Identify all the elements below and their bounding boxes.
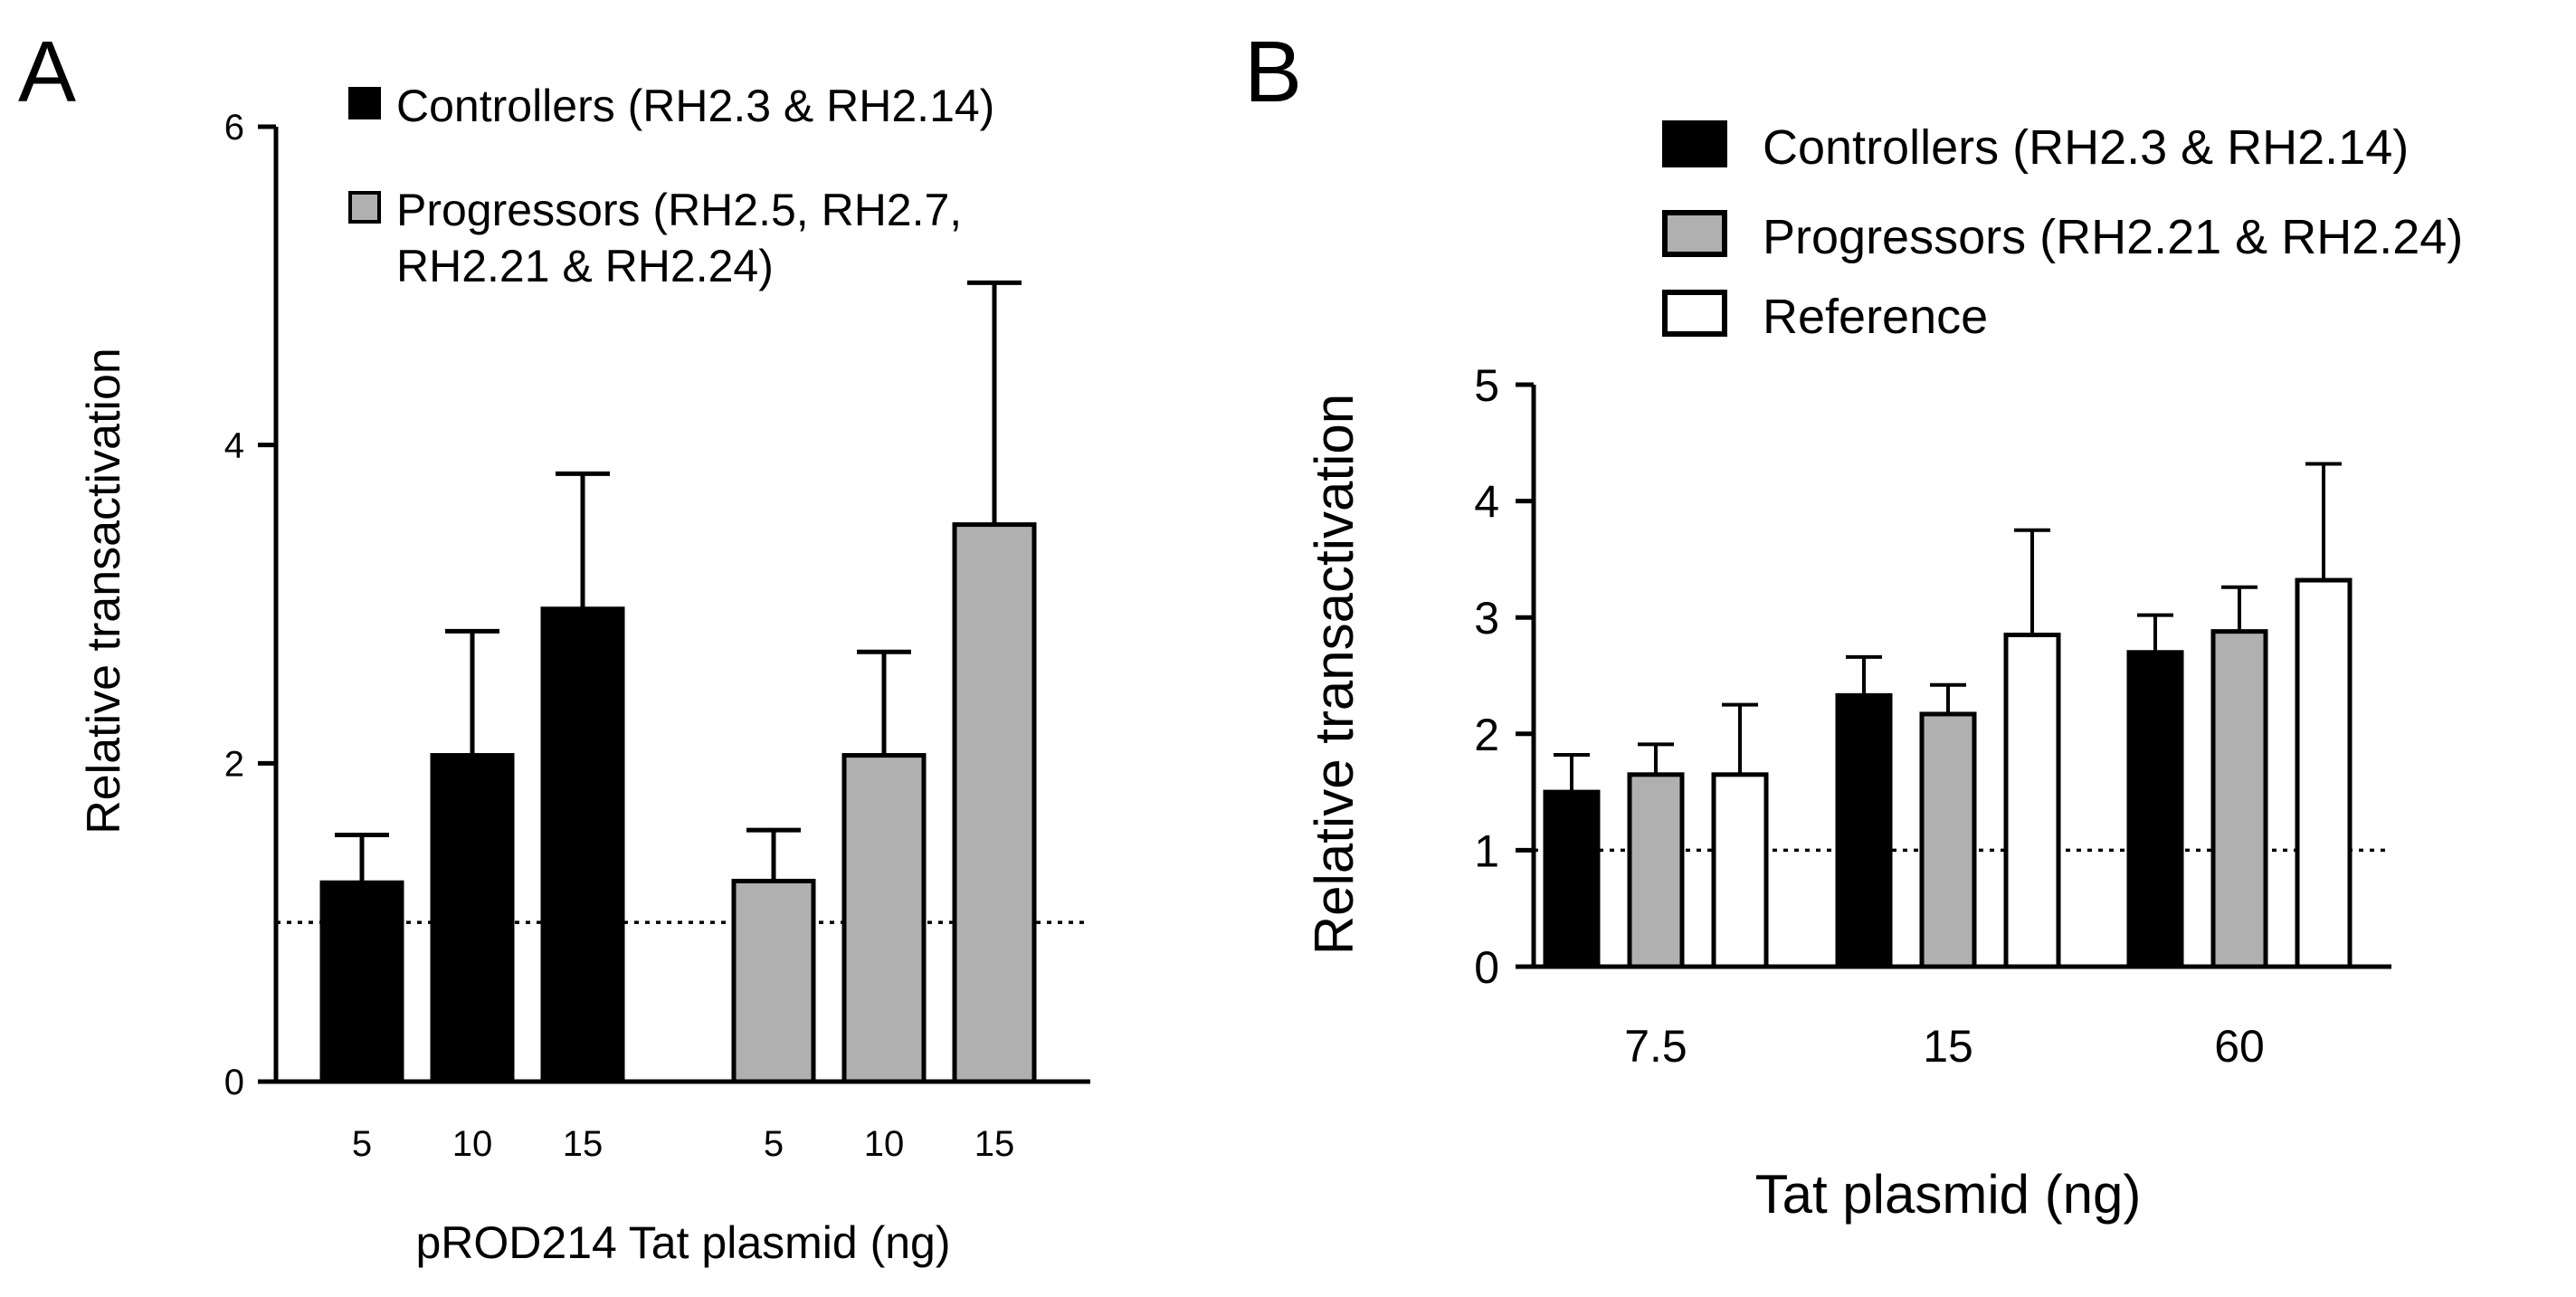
y-tick-label: 2 — [1474, 710, 1499, 760]
x-tick-label: 10 — [864, 1124, 905, 1164]
y-tick-label: 2 — [224, 744, 244, 784]
bar-controllers-10 — [430, 753, 515, 1084]
legend: Controllers (RH2.3 & RH2.14) Progressors … — [1662, 120, 2463, 344]
x-axis-label: pROD214 Tat plasmid (ng) — [415, 1217, 950, 1268]
legend-label: Reference — [1763, 290, 1988, 344]
bar-progressors-60 — [2210, 629, 2268, 969]
x-tick-label: 10 — [452, 1124, 493, 1164]
panel-a-chart: 5 10 15 5 10 15 0 2 4 6 Relative transactivation pR… — [78, 81, 1090, 1268]
y-axis-label: Relative transactivation — [78, 348, 130, 834]
bar-progressors-10 — [841, 753, 927, 1084]
legend-label: Controllers (RH2.3 & RH2.14) — [396, 81, 994, 131]
y-tick-label: 4 — [224, 426, 244, 466]
x-tick-label: 5 — [352, 1124, 372, 1164]
legend-swatch — [348, 191, 381, 224]
panel-label-b: B — [1244, 24, 1302, 120]
legend-label: Progressors (RH2.5, RH2.7, — [396, 185, 962, 235]
y-tick-label: 5 — [1474, 360, 1499, 411]
bar-controllers-7.5 — [1543, 789, 1601, 969]
legend-label: RH2.21 & RH2.24) — [396, 241, 774, 291]
bar-controllers-5 — [319, 880, 404, 1084]
bar-progressors-7.5 — [1627, 772, 1685, 969]
x-tick-label: 15 — [563, 1124, 604, 1164]
bar-controllers-60 — [2126, 650, 2184, 969]
panel-b-chart: 0 1 2 3 4 5 7.5 15 60 Relative transactivation Tat… — [1304, 120, 2463, 1225]
x-tick-label: 7.5 — [1624, 1021, 1687, 1072]
y-tick-label: 3 — [1474, 593, 1499, 644]
x-tick-label: 15 — [974, 1124, 1015, 1164]
bar-controllers-15 — [1835, 692, 1893, 969]
bar-reference-60 — [2295, 577, 2353, 969]
legend-swatch — [348, 87, 381, 119]
bar-reference-15 — [2003, 632, 2061, 969]
legend-swatch — [1662, 210, 1727, 257]
bar-progressors-15 — [952, 522, 1037, 1084]
bar-progressors-15 — [1919, 711, 1977, 969]
x-axis-label: Tat plasmid (ng) — [1755, 1164, 2142, 1225]
y-tick-label: 1 — [1474, 825, 1499, 876]
legend-swatch — [1662, 290, 1727, 337]
legend-label: Progressors (RH2.21 & RH2.24) — [1763, 210, 2463, 264]
legend: Controllers (RH2.3 & RH2.14) Progressors … — [348, 81, 994, 291]
y-axis-label: Relative transactivation — [1304, 394, 1364, 955]
x-tick-label: 15 — [1923, 1021, 1973, 1072]
y-tick-label: 6 — [224, 108, 244, 148]
bar-progressors-5 — [731, 878, 816, 1084]
y-tick-label: 0 — [1474, 942, 1499, 993]
x-tick-label: 5 — [764, 1124, 784, 1164]
panel-label-a: A — [18, 24, 76, 120]
y-tick-label: 4 — [1474, 477, 1499, 528]
bar-reference-7.5 — [1711, 772, 1769, 969]
y-tick-label: 0 — [224, 1063, 244, 1102]
legend-swatch — [1662, 120, 1727, 167]
bar-controllers-15 — [540, 606, 625, 1084]
legend-label: Controllers (RH2.3 & RH2.14) — [1763, 120, 2409, 175]
x-tick-label: 60 — [2214, 1021, 2265, 1072]
